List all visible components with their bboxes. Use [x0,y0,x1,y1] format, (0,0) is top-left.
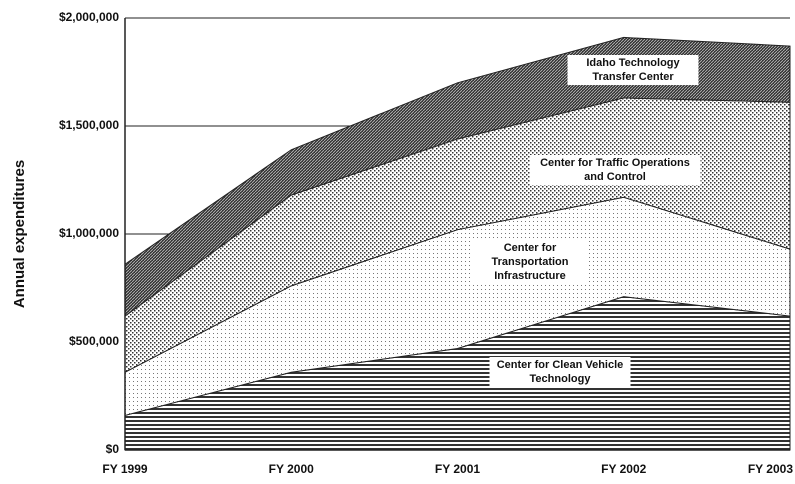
y-tick-label: $1,000,000 [59,226,119,240]
area [124,36,791,318]
area-label: Center for Clean Vehicle Technology [489,357,631,387]
area-label: Center for Transportation Infrastructure [472,240,588,284]
y-tick-label: $2,000,000 [59,10,119,24]
x-tick-label: FY 2001 [435,462,480,476]
y-axis-label: Annual expenditures [11,160,28,308]
x-tick-label: FY 1999 [102,462,147,476]
y-tick-label: $1,500,000 [59,118,119,132]
y-tick-label: $0 [106,442,120,456]
y-tick-label: $500,000 [69,334,119,348]
area-label: Center for Traffic Operations and Contro… [529,155,701,185]
area-label: Idaho Technology Transfer Center [567,55,699,85]
x-tick-label: FY 2003 [748,462,793,476]
x-tick-label: FY 2002 [601,462,646,476]
x-tick-label: FY 2000 [269,462,314,476]
